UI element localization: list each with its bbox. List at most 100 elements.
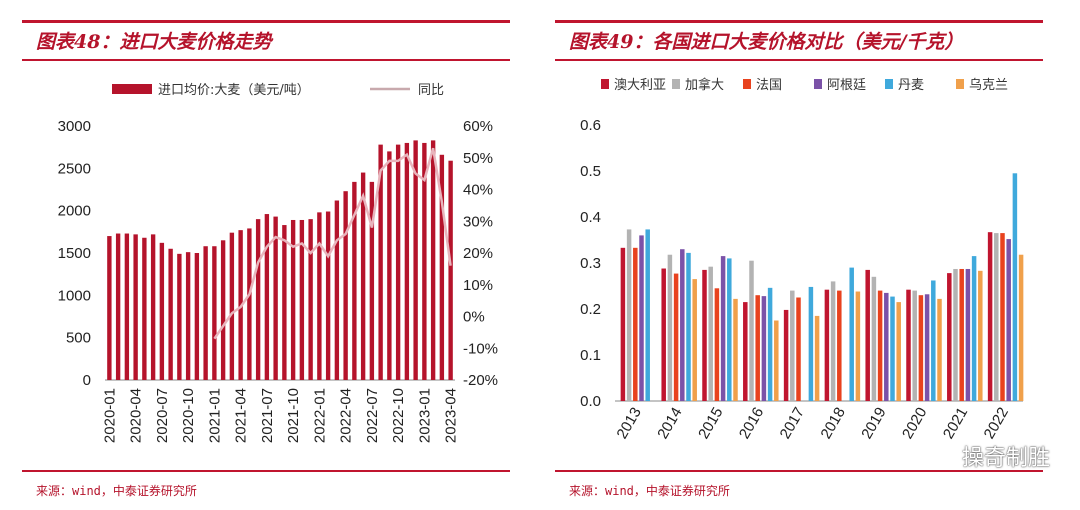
- country-price-bar: [733, 298, 738, 401]
- x-tick-label: 2022-10: [390, 388, 407, 443]
- country-price-bar: [755, 295, 760, 401]
- price-bar: [185, 252, 191, 380]
- y-tick-label: 0.2: [580, 301, 601, 318]
- country-price-bar: [871, 276, 877, 401]
- price-bar: [378, 144, 383, 380]
- country-price-bar: [978, 270, 983, 401]
- country-price-bar: [727, 258, 732, 401]
- x-tick-label: 2013: [613, 405, 644, 442]
- y2-tick-label: 60%: [463, 118, 493, 135]
- x-tick-label: 2022-01: [311, 388, 328, 443]
- country-price-bar: [708, 266, 713, 401]
- y2-tick-label: 40%: [463, 182, 493, 199]
- price-bar: [177, 253, 182, 380]
- country-price-bar: [814, 315, 820, 401]
- price-bar: [308, 219, 313, 380]
- country-price-bar: [714, 288, 720, 401]
- country-price-bar: [774, 320, 779, 401]
- country-price-bar: [830, 281, 836, 401]
- y-tick-label: 1000: [58, 287, 91, 304]
- country-price-bar: [1000, 233, 1005, 401]
- country-price-bar: [680, 249, 685, 401]
- left-chart-header: 图表48：进口大麦价格走势: [22, 20, 510, 61]
- country-price-bar: [686, 252, 691, 401]
- left-chart-source: 来源：wind，中泰证券研究所: [36, 484, 197, 498]
- country-price-bar: [937, 298, 942, 401]
- wechat-icon: [924, 445, 953, 467]
- price-bar: [220, 240, 226, 380]
- price-bar: [290, 219, 296, 380]
- price-bar: [212, 246, 217, 380]
- price-bar: [299, 219, 305, 380]
- x-tick-label: 2018: [817, 405, 848, 442]
- right-chart-source: 来源：wind，中泰证券研究所: [569, 484, 730, 498]
- y-tick-label: 2500: [58, 160, 91, 177]
- country-price-bar: [790, 290, 795, 401]
- left-legend: 进口均价:大麦（美元/吨） 同比: [112, 83, 444, 98]
- y-tick-label: 2000: [58, 203, 91, 220]
- country-price-bar: [849, 267, 854, 401]
- legend-label: 加拿大: [685, 77, 724, 93]
- country-price-bar: [912, 290, 917, 401]
- x-tick-label: 2020: [899, 405, 930, 442]
- country-price-bar: [924, 294, 930, 401]
- legend-label: 丹麦: [898, 78, 924, 93]
- price-bar: [404, 142, 410, 380]
- x-tick-label: 2017: [777, 405, 808, 442]
- barley-price-trend-chart: 进口均价:大麦（美元/吨） 同比 0 500 1000 1500 2000 2500 300…: [58, 83, 498, 443]
- price-bar: [273, 216, 278, 380]
- yoy-line: [213, 147, 452, 340]
- right-plot-area: 0.0 0.1 0.2 0.3 0.4 0.5 0.6 2013 2014 2015 2016 201…: [580, 117, 1024, 442]
- country-price-bar: [971, 256, 977, 401]
- x-tick-label: 2020-01: [101, 388, 118, 443]
- y-tick-label: 0.5: [580, 163, 601, 180]
- price-bar: [282, 225, 287, 380]
- country-price-bar: [626, 229, 632, 401]
- x-tick-label: 2021-10: [285, 388, 302, 443]
- country-price-bar: [906, 289, 911, 401]
- country-price-bar: [633, 247, 638, 401]
- price-bar: [352, 181, 357, 380]
- price-bar: [360, 172, 366, 380]
- country-price-bar: [749, 260, 754, 401]
- price-bar: [159, 242, 165, 380]
- country-price-bar: [796, 297, 801, 401]
- legend-swatch: [885, 79, 893, 89]
- country-price-bar: [1006, 239, 1011, 401]
- x-tick-label: 2021-01: [206, 388, 223, 443]
- y-tick-label: 0: [83, 372, 91, 389]
- price-bar: [203, 246, 208, 380]
- country-price-bar: [761, 296, 767, 401]
- price-bar: [413, 140, 418, 380]
- watermark: 操奇制胜: [924, 440, 1050, 472]
- country-price-bar: [896, 302, 901, 401]
- price-bar: [395, 144, 401, 380]
- legend-bar-swatch: [112, 84, 152, 94]
- y-tick-label: 0.3: [580, 255, 601, 272]
- barley-price-by-country-chart: 澳大利亚 加拿大 法国 阿根廷 丹麦 乌克兰 0.0 0.1 0.2 0.3 0.4 0.5 0.6 2…: [580, 77, 1024, 442]
- y2-tick-label: 20%: [463, 245, 493, 262]
- country-price-bar: [959, 268, 964, 401]
- left-chart-panel: 图表48：进口大麦价格走势 进口均价:大麦（美元/吨） 同比 0 500 1000 1…: [0, 0, 530, 510]
- watermark-text: 操奇制胜: [961, 446, 1050, 471]
- legend-swatch: [743, 79, 751, 89]
- y-tick-label: 1500: [58, 245, 91, 262]
- price-bar: [430, 140, 436, 380]
- price-bar: [369, 181, 375, 380]
- country-price-bar: [743, 302, 748, 401]
- price-bar: [317, 212, 322, 380]
- x-tick-label: 2014: [654, 405, 685, 442]
- y2-tick-label: 10%: [463, 277, 493, 294]
- country-price-bar: [767, 287, 773, 401]
- country-price-bar: [884, 292, 889, 401]
- left-chart-footer: 来源：wind，中泰证券研究所: [22, 470, 510, 508]
- x-tick-label: 2022-04: [338, 388, 355, 443]
- x-tick-label: 2021-07: [259, 388, 276, 443]
- country-price-bar: [645, 229, 650, 401]
- legend-label: 澳大利亚: [614, 77, 666, 93]
- price-bar: [264, 214, 270, 380]
- country-price-bar: [953, 268, 958, 401]
- price-bar: [194, 253, 200, 380]
- legend-line-label: 同比: [418, 83, 444, 98]
- y-tick-label: 0.4: [580, 209, 601, 226]
